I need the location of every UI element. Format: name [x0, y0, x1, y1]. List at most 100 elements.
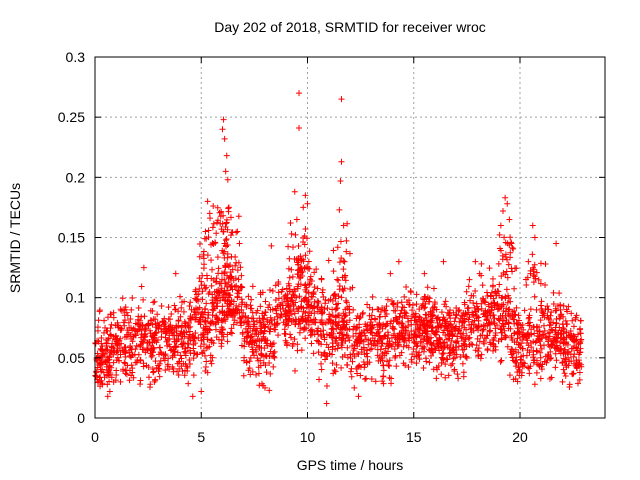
data-point	[304, 200, 311, 207]
data-point	[283, 339, 290, 346]
data-point	[300, 204, 307, 211]
data-point	[508, 312, 515, 319]
data-point	[264, 316, 271, 323]
data-point	[519, 345, 526, 352]
data-point	[336, 259, 343, 266]
x-tick-label: 15	[406, 429, 422, 445]
data-point	[123, 333, 130, 340]
data-point	[227, 214, 234, 221]
data-point	[248, 333, 255, 340]
data-point	[229, 286, 236, 293]
data-point	[338, 96, 345, 103]
data-point	[95, 317, 102, 324]
data-point	[135, 351, 142, 358]
data-point	[288, 318, 295, 325]
data-point	[343, 299, 350, 306]
data-point	[243, 359, 250, 366]
data-point	[226, 307, 233, 314]
data-point	[293, 306, 300, 313]
data-point	[92, 373, 99, 380]
data-point	[459, 317, 466, 324]
data-point	[539, 361, 546, 368]
data-point	[327, 296, 334, 303]
data-point	[175, 358, 182, 365]
data-point	[249, 283, 256, 290]
data-point	[531, 234, 538, 241]
data-point	[417, 339, 424, 346]
data-point	[483, 317, 490, 324]
data-point	[467, 297, 474, 304]
data-point	[529, 251, 536, 258]
data-point	[394, 343, 401, 350]
data-point	[518, 353, 525, 360]
data-point	[214, 254, 221, 261]
data-point	[227, 269, 234, 276]
data-point	[573, 357, 580, 364]
data-point	[100, 351, 107, 358]
data-point	[212, 321, 219, 328]
y-axis-label: SRMTID / TECUs	[7, 183, 23, 293]
data-point	[440, 356, 447, 363]
data-point	[439, 350, 446, 357]
data-point	[537, 302, 544, 309]
data-point	[140, 296, 147, 303]
data-point	[221, 248, 228, 255]
data-point	[316, 376, 323, 383]
data-point	[198, 388, 205, 395]
data-point	[369, 321, 376, 328]
data-point	[465, 304, 472, 311]
data-point	[517, 356, 524, 363]
data-point	[312, 319, 319, 326]
data-point	[225, 204, 232, 211]
data-point	[180, 339, 187, 346]
data-point	[355, 363, 362, 370]
data-points	[92, 90, 585, 407]
data-point	[137, 357, 144, 364]
data-point	[200, 255, 207, 262]
data-point	[108, 321, 115, 328]
data-point	[222, 263, 229, 270]
data-point	[387, 270, 394, 277]
data-point	[405, 318, 412, 325]
data-point	[486, 328, 493, 335]
data-point	[277, 305, 284, 312]
data-point	[388, 334, 395, 341]
data-point	[362, 323, 369, 330]
data-point	[338, 158, 345, 165]
data-point	[152, 358, 159, 365]
data-point	[553, 320, 560, 327]
data-point	[519, 322, 526, 329]
data-point	[104, 314, 111, 321]
data-point	[255, 364, 262, 371]
data-point	[299, 317, 306, 324]
data-point	[196, 253, 203, 260]
data-point	[222, 237, 229, 244]
data-point	[502, 333, 509, 340]
data-point	[398, 299, 405, 306]
y-tick-label: 0.1	[66, 290, 86, 306]
data-point	[427, 316, 434, 323]
data-point	[298, 347, 305, 354]
data-point	[114, 341, 121, 348]
data-point	[167, 347, 174, 354]
data-point	[431, 299, 438, 306]
data-point	[272, 296, 279, 303]
data-point	[497, 222, 504, 229]
data-point	[488, 318, 495, 325]
data-point	[349, 343, 356, 350]
data-point	[479, 282, 486, 289]
data-point	[473, 315, 480, 322]
data-point	[465, 283, 472, 290]
data-point	[498, 247, 505, 254]
data-point	[164, 363, 171, 370]
x-tick-label: 5	[197, 429, 205, 445]
data-point	[275, 332, 282, 339]
data-point	[413, 333, 420, 340]
data-point	[484, 293, 491, 300]
data-point	[110, 314, 117, 321]
y-tick-label: 0.25	[58, 109, 85, 125]
data-point	[187, 350, 194, 357]
data-point	[427, 352, 434, 359]
data-point	[561, 370, 568, 377]
data-point	[448, 324, 455, 331]
